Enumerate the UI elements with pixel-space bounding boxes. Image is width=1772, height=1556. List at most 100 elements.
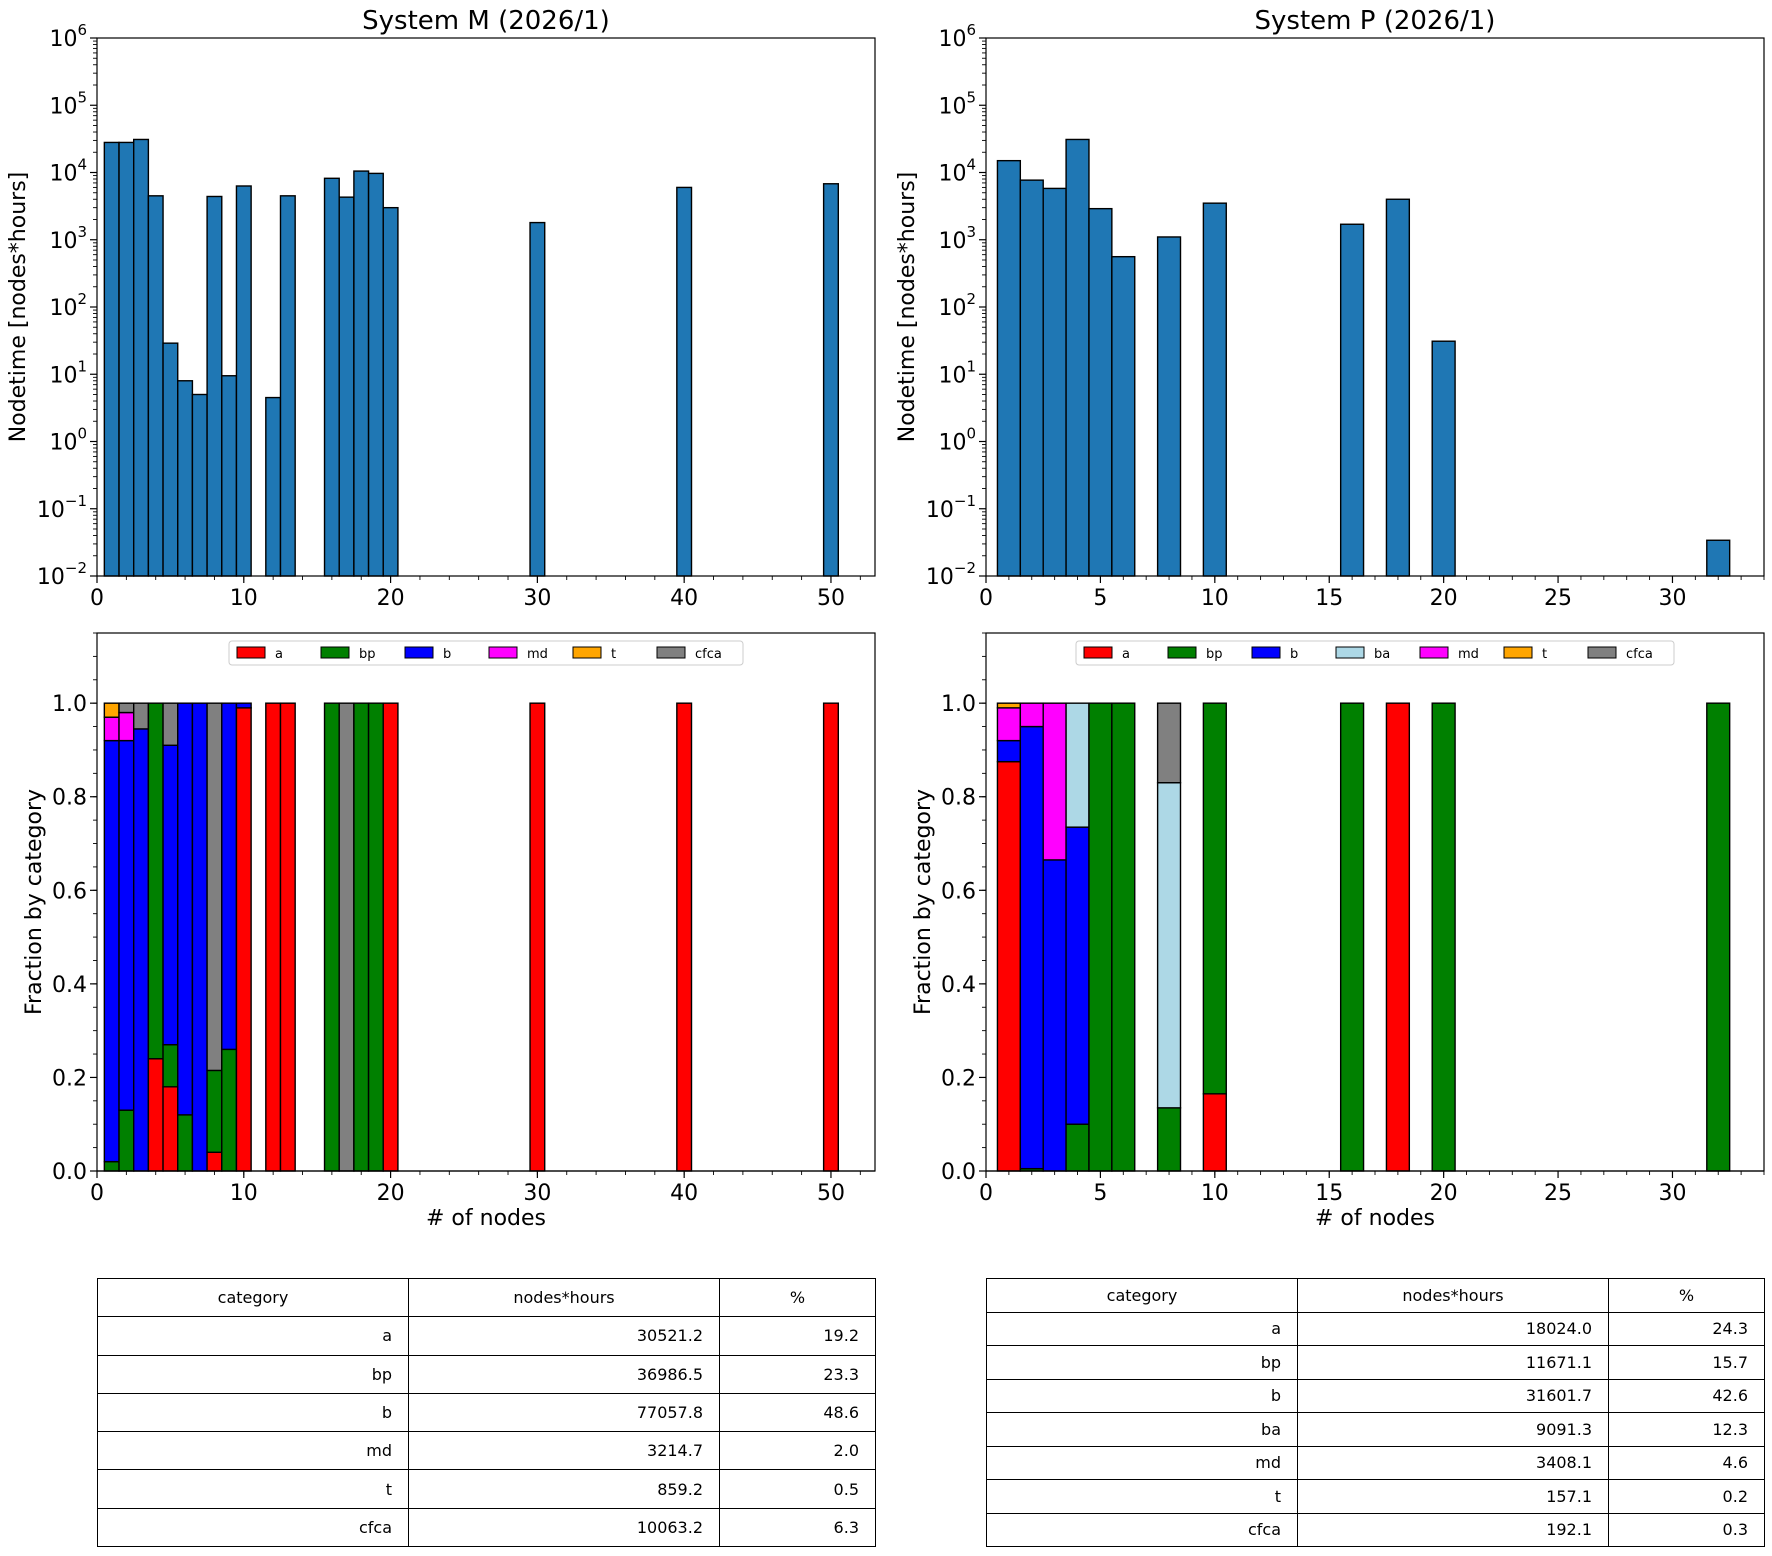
m-hist-bar xyxy=(382,206,399,577)
table-row: t 157.1 0.2 xyxy=(986,1479,1765,1514)
p-hist-ytick-label: 104 xyxy=(938,156,976,187)
p-frac-bar-b xyxy=(996,739,1022,763)
p-hist-xtick-label: 20 xyxy=(1430,586,1458,611)
p-frac-ytick-label: 0.4 xyxy=(941,973,976,998)
p-frac-bar-cfca xyxy=(1156,702,1182,784)
p-hist-ytick-label: 105 xyxy=(938,88,976,119)
table-header-cell: % xyxy=(1608,1278,1765,1313)
m-hist-bar xyxy=(279,195,296,577)
p-frac-legend-label-cfca: cfca xyxy=(1626,647,1653,662)
p-frac-bar-bp xyxy=(1111,702,1136,1172)
m-frac-bar-a xyxy=(676,702,693,1172)
p-hist-ytick-label: 103 xyxy=(938,223,976,254)
p-frac-legend-label-md: md xyxy=(1458,647,1479,662)
m-frac-bar-b xyxy=(191,702,208,1172)
p-hist-bar xyxy=(1065,138,1090,577)
table-cell: 77057.8 xyxy=(408,1392,720,1433)
m-hist-bar xyxy=(235,185,252,577)
p-frac-legend-swatch-b xyxy=(1251,646,1281,659)
p-hist-bar xyxy=(1019,179,1044,577)
p-frac-bar-md xyxy=(1019,702,1044,728)
p-frac-bar-ba xyxy=(1065,702,1090,828)
table-cell: 11671.1 xyxy=(1297,1345,1609,1380)
table-cell: 10063.2 xyxy=(408,1507,720,1548)
m-frac-bar-a xyxy=(162,1086,179,1172)
m-frac-bar-bp xyxy=(221,1048,238,1172)
m-hist-bar xyxy=(265,396,282,577)
p-frac-xtick-label: 10 xyxy=(1201,1181,1229,1206)
p-frac-xtick-label: 25 xyxy=(1544,1181,1572,1206)
m-hist-bar xyxy=(147,195,164,577)
p-hist-title: System P (2026/1) xyxy=(1255,6,1496,36)
p-frac-bar-bp xyxy=(1202,702,1227,1095)
table-header-cell: % xyxy=(719,1277,876,1318)
table-row: md 3408.1 4.6 xyxy=(986,1445,1765,1480)
p-frac-legend-label-t: t xyxy=(1542,647,1547,662)
m-hist-ylabel: Nodetime [nodes*hours] xyxy=(6,172,31,443)
m-hist-bar xyxy=(338,196,355,577)
p-frac-xtick-label: 30 xyxy=(1658,1181,1686,1206)
p-frac-xlabel: # of nodes xyxy=(1315,1206,1435,1231)
table-cell: 24.3 xyxy=(1608,1311,1765,1346)
table-header-cell: category xyxy=(97,1277,409,1318)
m-hist-ytick-label: 102 xyxy=(49,290,87,321)
p-hist-ytick-label: 10−2 xyxy=(926,559,976,590)
table-row: cfca 192.1 0.3 xyxy=(986,1512,1765,1547)
p-frac-legend-swatch-t xyxy=(1503,646,1533,659)
m-frac-bar-a xyxy=(147,1058,164,1172)
m-frac-legend-label-cfca: cfca xyxy=(695,647,722,662)
p-frac-bar-b xyxy=(1065,826,1090,1125)
m-hist-bar xyxy=(676,186,693,577)
table-cell: 192.1 xyxy=(1297,1512,1609,1547)
p-hist-bar xyxy=(1339,223,1365,577)
m-frac-bar-b xyxy=(221,702,238,1051)
p-frac-legend-swatch-a xyxy=(1083,646,1113,659)
m-frac-xtick-label: 40 xyxy=(670,1181,698,1206)
m-frac-bar-a xyxy=(529,702,546,1172)
table-header-row: category nodes*hours% xyxy=(97,1277,876,1318)
p-frac-legend-label-b: b xyxy=(1290,647,1298,662)
m-frac-xtick-label: 50 xyxy=(817,1181,845,1206)
table-header-row: category nodes*hours% xyxy=(986,1278,1765,1313)
m-frac-ytick-label: 0.2 xyxy=(52,1066,87,1091)
p-frac-bar-bp xyxy=(1156,1107,1182,1172)
m-frac-bar-cfca xyxy=(132,702,150,730)
p-summary-table: category nodes*hours% a 18024.0 24.3 bp 11671.… xyxy=(986,1278,1765,1547)
table-row: a 18024.0 24.3 xyxy=(986,1311,1765,1346)
m-frac-bar-b xyxy=(235,702,252,709)
p-frac-legend-swatch-md xyxy=(1419,646,1449,659)
table-cell: 0.2 xyxy=(1608,1479,1765,1514)
p-frac-ytick-label: 0.0 xyxy=(941,1160,976,1185)
m-frac-bar-cfca xyxy=(206,702,223,1072)
table-row: md 3214.7 2.0 xyxy=(97,1431,876,1471)
p-hist-ytick-label: 100 xyxy=(938,425,976,456)
table-cell: 18024.0 xyxy=(1297,1311,1609,1346)
table-row: t 859.2 0.5 xyxy=(97,1469,876,1509)
m-frac-bar-cfca xyxy=(118,702,135,714)
table-cell: t xyxy=(97,1469,409,1509)
m-frac-bar-bp xyxy=(206,1069,223,1153)
m-frac-bar-a xyxy=(279,702,296,1172)
m-frac-legend-label-md: md xyxy=(527,647,548,662)
m-frac-bar-bp xyxy=(162,1043,179,1088)
m-frac-bar-bp xyxy=(103,1160,120,1172)
m-hist-xtick-label: 40 xyxy=(670,586,698,611)
table-cell: bp xyxy=(97,1354,409,1394)
m-hist-bar xyxy=(529,221,546,577)
m-frac-bar-b xyxy=(162,744,179,1046)
m-hist-bar xyxy=(221,375,238,577)
table-cell: b xyxy=(97,1392,409,1433)
m-hist-bar xyxy=(323,177,340,577)
m-frac-ytick-label: 0.6 xyxy=(52,879,87,904)
p-hist-bar xyxy=(1088,207,1113,577)
m-frac-xlabel: # of nodes xyxy=(426,1206,546,1231)
p-frac-bar-a xyxy=(996,760,1022,1172)
table-header-cell: nodes*hours xyxy=(1297,1278,1609,1313)
p-frac-bar-md xyxy=(996,707,1022,742)
p-hist-bar xyxy=(1042,187,1067,577)
m-hist-ytick-label: 104 xyxy=(49,156,87,187)
table-cell: 9091.3 xyxy=(1297,1412,1609,1447)
m-hist-ytick-label: 106 xyxy=(49,21,87,52)
p-hist-xtick-label: 10 xyxy=(1201,586,1229,611)
